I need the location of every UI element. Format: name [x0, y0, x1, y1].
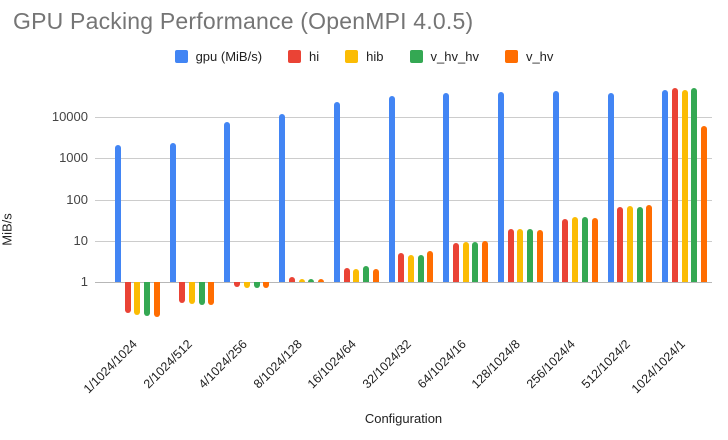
bar-v-hv — [317, 278, 324, 282]
bar-v-hv-hv — [472, 241, 479, 282]
bar-hib — [626, 205, 633, 282]
bar-gpu-mib-s — [114, 145, 121, 282]
bar-v-hv — [263, 282, 270, 289]
bar-hi — [617, 207, 624, 282]
bar-hib — [408, 255, 414, 282]
bar-gpu-mib-s — [498, 91, 505, 282]
bar-hib — [462, 241, 469, 282]
bar-hib — [353, 268, 360, 282]
bar-v-hv — [427, 251, 434, 282]
bar-v-hv — [701, 126, 708, 282]
gridline — [95, 117, 712, 119]
bar-v-hv-hv — [198, 282, 205, 305]
bar-hi — [398, 253, 405, 282]
bar-hib — [298, 278, 305, 282]
legend: gpu (MiB/s) hi hib v_hv_hv v_hv — [0, 46, 728, 66]
legend-label: hib — [366, 48, 384, 64]
bar-gpu-mib-s — [662, 89, 669, 282]
legend-item: hib — [345, 48, 384, 64]
legend-item: gpu (MiB/s) — [174, 48, 263, 64]
bar-hi — [507, 228, 514, 282]
legend-item: hi — [288, 49, 319, 64]
bar-hi — [234, 282, 241, 288]
y-tick-label: 1000 — [59, 150, 88, 166]
bar-hi — [288, 277, 295, 282]
bar-hi — [453, 242, 460, 282]
bar-gpu-mib-s — [388, 96, 395, 282]
y-axis-title: MiB/s — [0, 213, 15, 246]
bar-gpu-mib-s — [552, 91, 559, 282]
bar-hi — [124, 282, 131, 313]
legend-label: gpu (MiB/s) — [195, 48, 263, 64]
bar-hi — [179, 282, 186, 303]
bar-v-hv-hv — [253, 282, 260, 289]
bar-gpu-mib-s — [333, 102, 340, 282]
bar-v-hv-hv — [691, 88, 698, 282]
bar-hi — [671, 88, 678, 282]
bar-gpu-mib-s — [224, 121, 231, 282]
bar-v-hv — [536, 229, 543, 282]
bar-v-hv-hv — [636, 206, 643, 282]
y-tick-label: 10000 — [51, 109, 88, 125]
legend-swatch-icon — [345, 49, 359, 63]
bar-v-hv-hv — [308, 279, 315, 282]
gridline — [95, 199, 712, 201]
chart-title: GPU Packing Performance (OpenMPI 4.0.5) — [13, 8, 474, 34]
bar-v-hv — [153, 282, 160, 318]
bar-gpu-mib-s — [443, 93, 450, 282]
legend-swatch-icon — [504, 49, 518, 63]
gridline — [95, 158, 712, 160]
bar-v-hv — [208, 282, 215, 306]
bar-hib — [681, 89, 688, 282]
bar-v-hv-hv — [527, 229, 534, 282]
legend-swatch-icon — [288, 49, 302, 63]
bar-v-hv — [646, 205, 653, 282]
bar-hib — [134, 282, 141, 315]
legend-label: v_hv_hv — [430, 48, 479, 64]
bar-v-hv — [372, 268, 379, 282]
bar-gpu-mib-s — [279, 113, 286, 282]
bar-hib — [517, 229, 524, 282]
bar-hi — [343, 267, 350, 282]
bar-v-hv-hv — [581, 216, 588, 282]
legend-swatch-icon — [174, 49, 188, 63]
legend-swatch-icon — [409, 49, 423, 63]
legend-label: v_hv — [525, 48, 554, 64]
y-tick-label: 1 — [80, 274, 88, 289]
y-tick-label: 10 — [73, 232, 88, 248]
legend-label: hi — [309, 48, 320, 64]
y-tick-label: 100 — [66, 191, 88, 207]
legend-item: v_hv — [504, 48, 554, 64]
bar-hi — [562, 218, 569, 282]
x-axis-baseline — [95, 282, 712, 283]
legend-item: v_hv_hv — [409, 48, 479, 64]
bar-v-hv — [591, 218, 598, 282]
bar-gpu-mib-s — [607, 93, 614, 282]
bar-hib — [189, 282, 196, 304]
bar-v-hv-hv — [362, 266, 369, 282]
bar-gpu-mib-s — [169, 142, 176, 282]
bar-v-hv-hv — [417, 255, 424, 282]
bar-hib — [572, 217, 579, 282]
x-axis-title: Configuration — [364, 411, 443, 426]
bar-hib — [243, 282, 250, 289]
gridline — [95, 240, 712, 242]
bar-v-hv — [482, 240, 489, 282]
bar-v-hv-hv — [144, 282, 151, 316]
